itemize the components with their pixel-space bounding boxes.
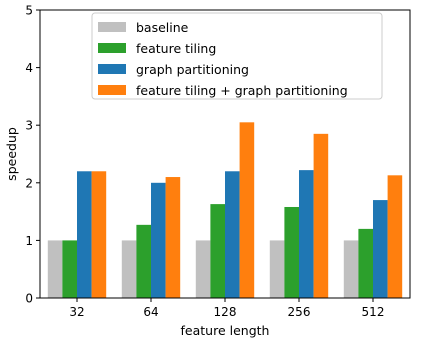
bar-graph-partitioning-64	[151, 182, 166, 298]
bar-feature-tiling-graph-partitioning-128	[239, 122, 255, 298]
y-tick-label: 5	[25, 4, 33, 18]
bar-graph-partitioning-512	[373, 200, 388, 298]
legend-swatch	[98, 64, 126, 74]
y-tick-label: 3	[25, 119, 33, 133]
legend: baseline feature tiling graph partitioning…	[91, 12, 383, 100]
legend-label: feature tiling	[136, 41, 216, 56]
bar-graph-partitioning-256	[299, 170, 314, 298]
bar-feature-tiling-64	[136, 224, 151, 298]
y-tick-label: 0	[25, 292, 33, 306]
bar-feature-tiling-256	[284, 206, 299, 298]
bar-feature-tiling-32	[62, 240, 77, 298]
y-axis-label: speedup	[4, 127, 19, 181]
bar-feature-tiling-128	[210, 204, 225, 298]
legend-swatch	[98, 43, 126, 53]
legend-label: graph partitioning	[136, 62, 249, 77]
bar-baseline-32	[47, 240, 63, 298]
legend-box	[91, 12, 383, 100]
x-tick-label: 128	[214, 305, 237, 319]
bar-baseline-128	[195, 240, 211, 298]
x-tick-label: 64	[143, 305, 158, 319]
legend-swatch	[98, 22, 126, 32]
bar-feature-tiling-graph-partitioning-64	[165, 177, 181, 298]
bar-graph-partitioning-32	[77, 171, 92, 298]
y-ticks: 0 1 2 3 4 5	[25, 4, 40, 306]
bar-feature-tiling-graph-partitioning-32	[91, 171, 107, 298]
bar-baseline-512	[343, 240, 359, 298]
bar-feature-tiling-graph-partitioning-512	[387, 175, 403, 298]
bar-baseline-64	[121, 240, 137, 298]
x-tick-label: 256	[288, 305, 311, 319]
legend-swatch	[98, 85, 126, 95]
y-tick-label: 2	[25, 176, 33, 190]
x-ticks: 32 64 128 256 512	[69, 298, 384, 319]
bar-baseline-256	[269, 240, 285, 298]
x-tick-label: 512	[362, 305, 385, 319]
legend-label: feature tiling + graph partitioning	[136, 83, 348, 98]
x-tick-label: 32	[69, 305, 84, 319]
legend-label: baseline	[136, 20, 189, 35]
y-tick-label: 1	[25, 234, 33, 248]
x-axis-label: feature length	[181, 323, 270, 338]
y-tick-label: 4	[25, 61, 33, 75]
bars-group	[47, 122, 403, 298]
bar-graph-partitioning-128	[225, 171, 240, 298]
bar-feature-tiling-512	[358, 228, 373, 298]
bar-feature-tiling-graph-partitioning-256	[313, 133, 329, 298]
